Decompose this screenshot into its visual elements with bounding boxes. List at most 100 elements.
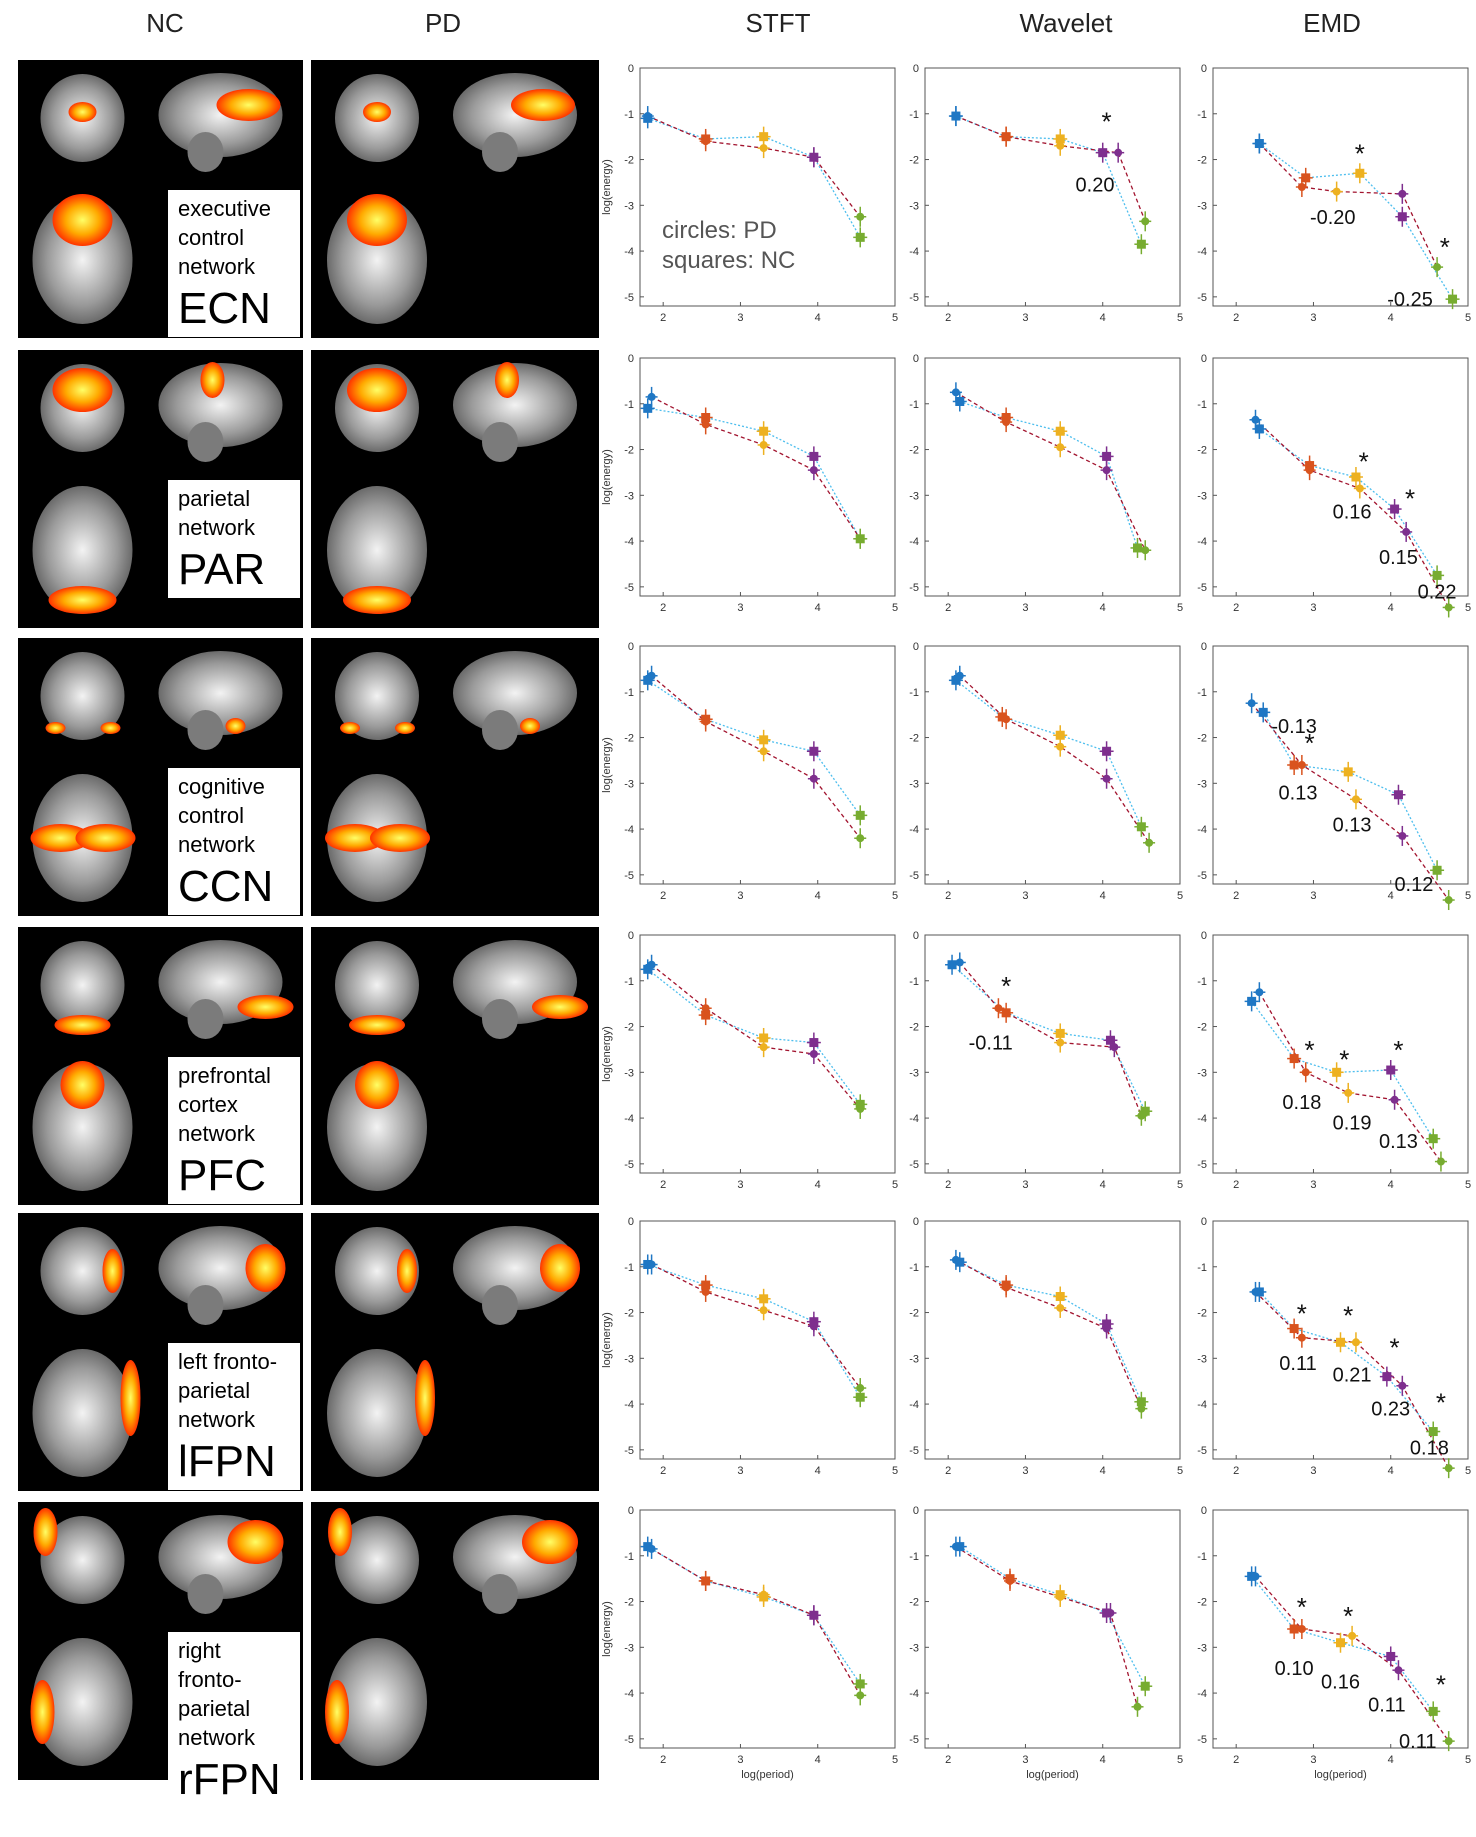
sagittal-slice xyxy=(453,1226,577,1310)
y-tick-label: -4 xyxy=(624,1399,634,1411)
x-tick-label: 4 xyxy=(1100,1754,1106,1766)
cerebellum xyxy=(482,132,518,172)
pd-circle-marker xyxy=(701,1576,710,1585)
nc-square-marker xyxy=(1386,1065,1396,1075)
y-tick-label: -2 xyxy=(909,1308,919,1320)
nc-square-marker xyxy=(1140,1106,1150,1116)
y-tick-label: -2 xyxy=(624,1022,634,1034)
y-tick-label: 0 xyxy=(628,63,634,75)
y-axis-label: log(energy) xyxy=(601,1312,613,1368)
y-tick-label: -2 xyxy=(1197,1022,1207,1034)
x-tick-label: 2 xyxy=(660,312,666,324)
pd-circle-marker xyxy=(1297,1625,1306,1633)
pd-circle-marker xyxy=(1002,1283,1011,1292)
network-label: left fronto- parietal network lFPN xyxy=(168,1343,300,1490)
x-tick-label: 2 xyxy=(945,1754,951,1766)
y-tick-label: -3 xyxy=(1197,1642,1207,1654)
nc-square-marker xyxy=(1301,173,1311,183)
y-tick-label: -3 xyxy=(624,200,634,212)
x-tick-label: 4 xyxy=(1100,312,1106,324)
network-description: left fronto- parietal network xyxy=(178,1349,278,1432)
nc-square-marker xyxy=(855,1679,865,1689)
y-tick-label: -1 xyxy=(1197,1551,1207,1563)
activation-blob xyxy=(495,362,519,398)
nc-square-marker xyxy=(1393,790,1403,800)
x-tick-label: 4 xyxy=(1388,1465,1394,1477)
y-tick-label: -5 xyxy=(624,292,634,304)
nc-series-line xyxy=(1262,712,1438,871)
activation-blob xyxy=(343,586,411,614)
x-tick-label: 5 xyxy=(1177,1179,1183,1191)
nc-square-marker xyxy=(1289,1624,1299,1634)
coronal-slice xyxy=(335,1227,419,1315)
pd-circle-marker xyxy=(1255,988,1264,997)
y-tick-label: -1 xyxy=(1197,399,1207,411)
effect-size-label: 0.11 xyxy=(1368,1695,1405,1717)
y-tick-label: -5 xyxy=(624,1734,634,1746)
cerebellum xyxy=(482,1574,518,1614)
x-tick-label: 4 xyxy=(815,1465,821,1477)
pd-circle-marker xyxy=(1110,1043,1119,1052)
nc-square-marker xyxy=(809,451,819,461)
sagittal-slice xyxy=(158,651,283,735)
network-abbreviation: CCN xyxy=(178,862,274,911)
nc-square-marker xyxy=(1098,148,1108,158)
nc-square-marker xyxy=(1102,746,1112,756)
nc-square-marker xyxy=(1397,212,1407,222)
pd-series-line xyxy=(955,115,1146,222)
sagittal-slice xyxy=(453,363,577,447)
nc-square-marker xyxy=(955,1257,965,1267)
y-tick-label: -2 xyxy=(624,1308,634,1320)
legend-note-squares: squares: NC xyxy=(662,247,795,274)
y-tick-label: 0 xyxy=(628,1505,634,1517)
pd-circle-marker xyxy=(1002,715,1011,724)
pd-circle-marker xyxy=(1444,1464,1453,1473)
pd-circle-marker xyxy=(1056,1592,1065,1601)
effect-size-label: -0.11 xyxy=(969,1033,1013,1055)
axial-slice xyxy=(327,1063,427,1191)
cerebellum xyxy=(187,710,224,750)
activation-blob xyxy=(397,1249,417,1293)
column-header-wavelet: Wavelet xyxy=(1019,8,1113,38)
y-tick-label: -1 xyxy=(1197,687,1207,699)
activation-blob xyxy=(328,1508,352,1556)
effect-size-label: 0.18 xyxy=(1410,1438,1449,1460)
pd-circle-marker xyxy=(856,1384,865,1393)
nc-square-marker xyxy=(1432,570,1442,580)
significance-star: * xyxy=(1001,971,1011,1001)
y-tick-label: -2 xyxy=(624,1597,634,1609)
y-tick-label: -1 xyxy=(624,399,634,411)
sagittal-slice xyxy=(158,1226,283,1310)
pd-circle-marker xyxy=(701,1004,710,1013)
pd-circle-marker xyxy=(955,958,964,967)
pd-brain-panel xyxy=(311,1213,599,1491)
pd-circle-marker xyxy=(1297,761,1306,769)
significance-star: * xyxy=(1405,483,1415,513)
nc-square-marker xyxy=(809,1038,819,1048)
nc-square-marker xyxy=(1258,707,1268,717)
x-tick-label: 3 xyxy=(1310,1179,1316,1191)
plot-frame xyxy=(639,934,896,1174)
y-axis-label: log(energy) xyxy=(601,737,613,793)
chart-PAR-EMD: 0 -1 -2 -3 -4 -5 2 3 4 5 * * 0.16 0.150.22 xyxy=(1197,353,1471,618)
nc-square-marker xyxy=(1428,1427,1438,1437)
activation-blob xyxy=(68,102,97,122)
y-tick-label: -5 xyxy=(909,1159,919,1171)
y-tick-label: -5 xyxy=(1197,870,1207,882)
activation-blob xyxy=(75,824,136,852)
activation-blob xyxy=(522,1520,578,1564)
nc-square-marker xyxy=(643,964,653,974)
x-tick-label: 4 xyxy=(1388,1179,1394,1191)
network-abbreviation: PAR xyxy=(178,545,266,594)
x-tick-label: 5 xyxy=(1177,602,1183,614)
effect-size-label: 0.13 xyxy=(1333,815,1372,837)
y-tick-label: -3 xyxy=(624,1353,634,1365)
y-tick-label: 0 xyxy=(1201,63,1207,75)
y-tick-label: -3 xyxy=(1197,200,1207,212)
nc-series-line xyxy=(647,679,861,816)
x-tick-label: 3 xyxy=(737,1465,743,1477)
y-tick-label: 0 xyxy=(1201,1216,1207,1228)
x-tick-label: 5 xyxy=(892,312,898,324)
nc-series-line xyxy=(959,1261,1142,1403)
y-tick-label: -1 xyxy=(909,109,919,121)
